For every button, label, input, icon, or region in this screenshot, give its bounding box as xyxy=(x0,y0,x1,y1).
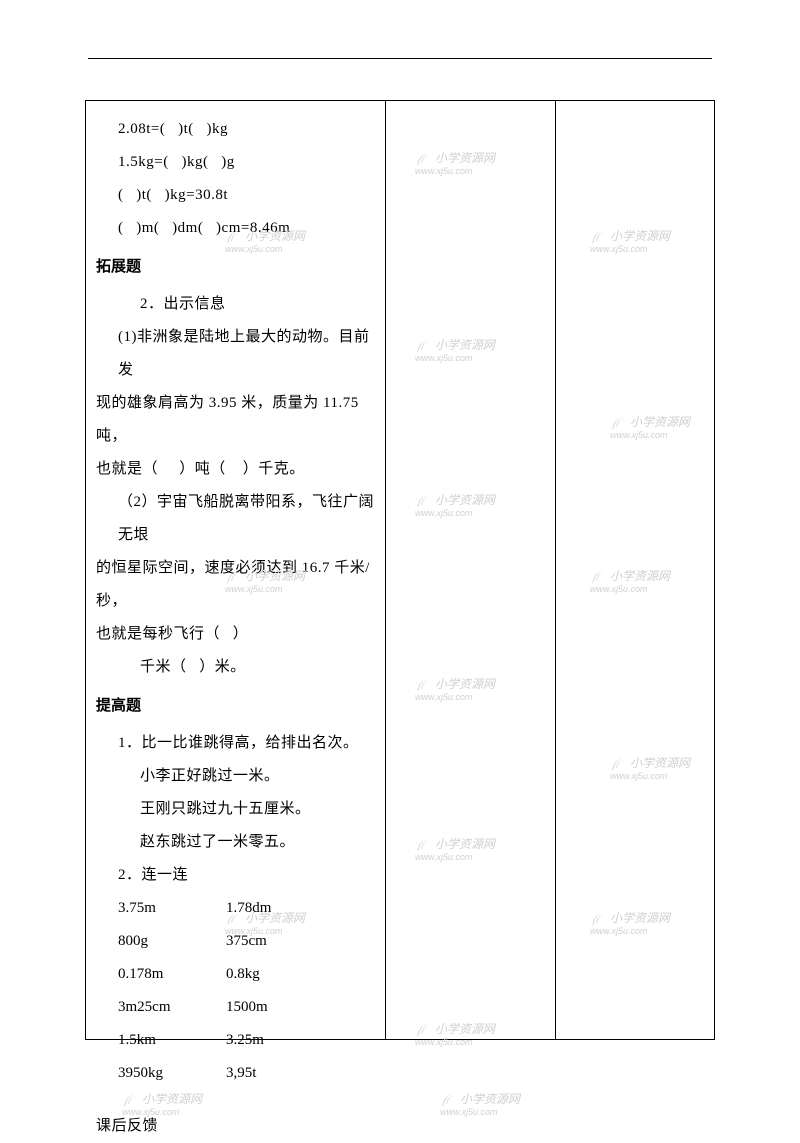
pair-right: 375cm xyxy=(226,925,375,958)
pair-left: 3950kg xyxy=(96,1057,226,1090)
pair-row: 1.5km 3.25m xyxy=(96,1024,375,1057)
ext-intro: 2．出示信息 xyxy=(96,288,375,321)
fill-line-4: ( )m( )dm( )cm=8.46m xyxy=(96,212,375,245)
pair-row: 3.75m 1.78dm xyxy=(96,892,375,925)
section-advanced: 1．比一比谁跳得高，给排出名次。 小李正好跳过一米。 王刚只跳过九十五厘米。 赵… xyxy=(96,727,375,1090)
worksheet-table: 2.08t=( )t( )kg 1.5kg=( )kg( )g ( )t( )k… xyxy=(85,100,715,1040)
ext-p1a: (1)非洲象是陆地上最大的动物。目前发 xyxy=(96,321,375,387)
pair-right: 1.78dm xyxy=(226,892,375,925)
pair-right: 1500m xyxy=(226,991,375,1024)
ext-p1b: 现的雄象肩高为 3.95 米，质量为 11.75 吨， xyxy=(96,387,375,453)
pair-row: 3950kg 3,95t xyxy=(96,1057,375,1090)
pair-row: 3m25cm 1500m xyxy=(96,991,375,1024)
ext-p2a: （2）宇宙飞船脱离带阳系，飞往广阔无垠 xyxy=(96,486,375,552)
adv-q1b: 王刚只跳过九十五厘米。 xyxy=(96,793,375,826)
heading-extension: 拓展题 xyxy=(96,251,375,284)
middle-column xyxy=(386,101,556,1039)
pair-left: 800g xyxy=(96,925,226,958)
heading-advanced: 提高题 xyxy=(96,690,375,723)
fill-line-2: 1.5kg=( )kg( )g xyxy=(96,146,375,179)
adv-q1: 1．比一比谁跳得高，给排出名次。 xyxy=(96,727,375,760)
pair-row: 0.178m 0.8kg xyxy=(96,958,375,991)
right-column xyxy=(556,101,714,1039)
watermark: 小学资源网www.xj5u.com xyxy=(440,1093,520,1118)
pair-left: 0.178m xyxy=(96,958,226,991)
adv-q1a: 小李正好跳过一米。 xyxy=(96,760,375,793)
pair-right: 0.8kg xyxy=(226,958,375,991)
pair-row: 800g 375cm xyxy=(96,925,375,958)
section-fill-blanks: 2.08t=( )t( )kg 1.5kg=( )kg( )g ( )t( )k… xyxy=(96,113,375,245)
pair-right: 3.25m xyxy=(226,1024,375,1057)
footer-line: 课后反馈 xyxy=(96,1110,375,1143)
pair-left: 3.75m xyxy=(96,892,226,925)
content-column: 2.08t=( )t( )kg 1.5kg=( )kg( )g ( )t( )k… xyxy=(86,101,386,1039)
adv-q1c: 赵东跳过了一米零五。 xyxy=(96,826,375,859)
top-rule xyxy=(88,58,712,59)
ext-p2d: 千米（ ）米。 xyxy=(96,651,375,684)
ext-p2b: 的恒星际空间，速度必须达到 16.7 千米/秒， xyxy=(96,552,375,618)
fill-line-1: 2.08t=( )t( )kg xyxy=(96,113,375,146)
section-extension: 2．出示信息 (1)非洲象是陆地上最大的动物。目前发 现的雄象肩高为 3.95 … xyxy=(96,288,375,684)
ext-p2c: 也就是每秒飞行（ ） xyxy=(96,618,375,651)
pair-right: 3,95t xyxy=(226,1057,375,1090)
pair-left: 3m25cm xyxy=(96,991,226,1024)
fill-line-3: ( )t( )kg=30.8t xyxy=(96,179,375,212)
ext-p1c: 也就是（ ）吨（ ）千克。 xyxy=(96,453,375,486)
pair-left: 1.5km xyxy=(96,1024,226,1057)
adv-q2: 2．连一连 xyxy=(96,859,375,892)
